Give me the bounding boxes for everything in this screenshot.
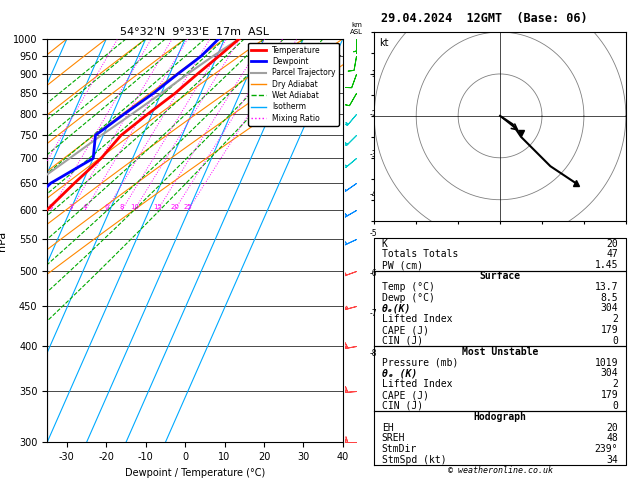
Text: -6: -6	[369, 269, 377, 278]
Text: Hodograph: Hodograph	[474, 412, 526, 422]
Text: 179: 179	[601, 325, 618, 335]
Text: -4: -4	[369, 190, 377, 198]
Text: -5: -5	[369, 229, 377, 239]
Text: 6: 6	[104, 204, 109, 210]
Text: 29.04.2024  12GMT  (Base: 06): 29.04.2024 12GMT (Base: 06)	[381, 12, 587, 25]
Text: 10: 10	[130, 204, 139, 210]
Text: 25: 25	[184, 204, 192, 210]
Text: 15: 15	[153, 204, 162, 210]
Text: θₑ (K): θₑ (K)	[382, 368, 417, 379]
Text: 304: 304	[601, 303, 618, 313]
Text: EH: EH	[382, 422, 394, 433]
X-axis label: Dewpoint / Temperature (°C): Dewpoint / Temperature (°C)	[125, 468, 265, 478]
Text: Surface: Surface	[479, 271, 521, 281]
Text: Lifted Index: Lifted Index	[382, 379, 452, 389]
Text: 1.45: 1.45	[595, 260, 618, 270]
Text: CIN (J): CIN (J)	[382, 401, 423, 411]
Text: km
ASL: km ASL	[350, 22, 363, 35]
Text: StmSpd (kt): StmSpd (kt)	[382, 455, 447, 465]
Text: Dewp (°C): Dewp (°C)	[382, 293, 435, 303]
Text: 2: 2	[613, 314, 618, 324]
Text: LCL: LCL	[326, 50, 341, 58]
Title: 54°32'N  9°33'E  17m  ASL: 54°32'N 9°33'E 17m ASL	[121, 27, 269, 37]
Text: Most Unstable: Most Unstable	[462, 347, 538, 357]
Text: 13.7: 13.7	[595, 282, 618, 292]
Text: 8: 8	[120, 204, 125, 210]
Text: 239°: 239°	[595, 444, 618, 454]
Text: CAPE (J): CAPE (J)	[382, 325, 429, 335]
Text: Lifted Index: Lifted Index	[382, 314, 452, 324]
Text: -2: -2	[369, 110, 377, 119]
Text: 34: 34	[606, 455, 618, 465]
Text: Pressure (mb): Pressure (mb)	[382, 358, 458, 367]
Text: Temp (°C): Temp (°C)	[382, 282, 435, 292]
Text: 0: 0	[613, 401, 618, 411]
Text: SREH: SREH	[382, 434, 405, 443]
Text: © weatheronline.co.uk: © weatheronline.co.uk	[448, 467, 552, 475]
Text: 2: 2	[613, 379, 618, 389]
Text: CAPE (J): CAPE (J)	[382, 390, 429, 400]
Y-axis label: hPa: hPa	[0, 230, 8, 251]
Text: 1019: 1019	[595, 358, 618, 367]
Text: PW (cm): PW (cm)	[382, 260, 423, 270]
Text: 2: 2	[48, 204, 53, 210]
Text: 0: 0	[613, 336, 618, 346]
Text: -1: -1	[369, 70, 377, 79]
Legend: Temperature, Dewpoint, Parcel Trajectory, Dry Adiabat, Wet Adiabat, Isotherm, Mi: Temperature, Dewpoint, Parcel Trajectory…	[248, 43, 339, 125]
Text: 8.5: 8.5	[601, 293, 618, 303]
Text: 304: 304	[601, 368, 618, 379]
Text: 20: 20	[606, 422, 618, 433]
Text: 20: 20	[606, 239, 618, 248]
Text: 4: 4	[83, 204, 87, 210]
Text: 3: 3	[69, 204, 73, 210]
Text: kt: kt	[379, 38, 389, 48]
Text: StmDir: StmDir	[382, 444, 417, 454]
Text: 48: 48	[606, 434, 618, 443]
Text: 179: 179	[601, 390, 618, 400]
Text: -3: -3	[369, 150, 377, 158]
Text: θₑ(K): θₑ(K)	[382, 303, 411, 313]
Text: CIN (J): CIN (J)	[382, 336, 423, 346]
Text: 20: 20	[170, 204, 179, 210]
Text: K: K	[382, 239, 387, 248]
Text: -7: -7	[369, 309, 377, 318]
Text: Totals Totals: Totals Totals	[382, 249, 458, 260]
Text: -8: -8	[369, 349, 377, 358]
Text: 47: 47	[606, 249, 618, 260]
